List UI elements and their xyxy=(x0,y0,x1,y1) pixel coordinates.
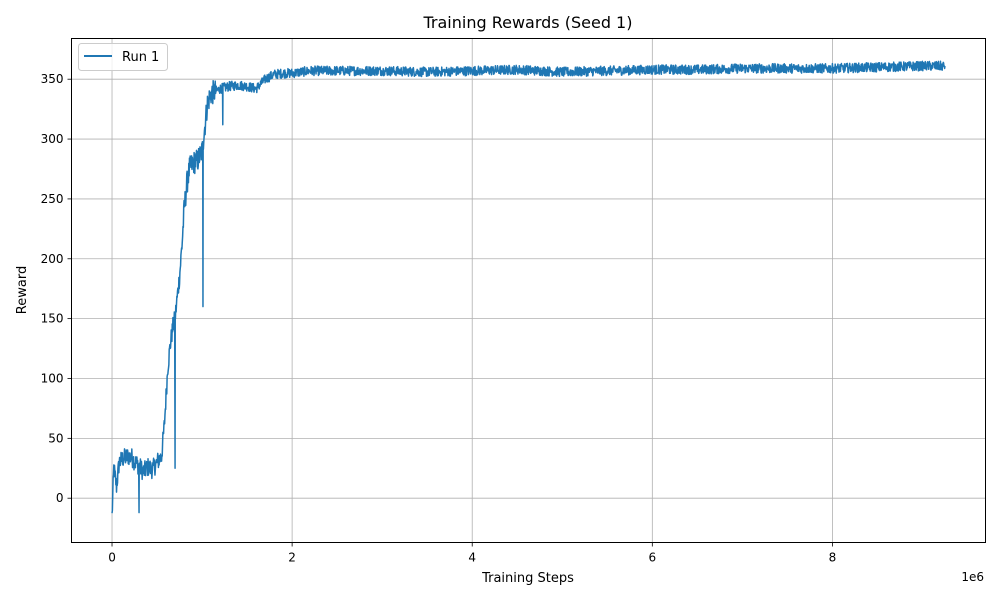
y-axis-ticks: 0 50 100 150 200 250 300 350 xyxy=(41,72,72,505)
y-tick-label: 100 xyxy=(41,371,64,385)
x-axis-ticks: 0 2 4 6 8 xyxy=(108,542,837,565)
grid xyxy=(71,38,986,543)
y-tick-label: 0 xyxy=(56,491,64,505)
y-tick-label: 250 xyxy=(41,192,64,206)
y-tick-label: 150 xyxy=(41,312,64,326)
legend: Run 1 xyxy=(78,43,168,71)
chart-title: Training Rewards (Seed 1) xyxy=(423,13,633,32)
plot-area-frame xyxy=(71,38,986,543)
y-axis-label: Reward xyxy=(15,266,30,314)
x-tick-label: 2 xyxy=(288,551,296,565)
y-tick-label: 50 xyxy=(48,431,63,445)
x-tick-label: 0 xyxy=(108,551,116,565)
series-layer xyxy=(111,60,946,514)
x-axis-offset-label: 1e6 xyxy=(961,570,984,584)
y-tick-label: 200 xyxy=(41,252,64,266)
x-axis-label: Training Steps xyxy=(481,571,574,586)
series-line-run-1 xyxy=(111,60,946,514)
legend-box xyxy=(78,43,168,71)
legend-label: Run 1 xyxy=(122,50,159,65)
x-tick-label: 4 xyxy=(468,551,476,565)
y-tick-label: 300 xyxy=(41,132,64,146)
x-tick-label: 6 xyxy=(648,551,656,565)
y-tick-label: 350 xyxy=(41,72,64,86)
x-tick-label: 8 xyxy=(829,551,837,565)
